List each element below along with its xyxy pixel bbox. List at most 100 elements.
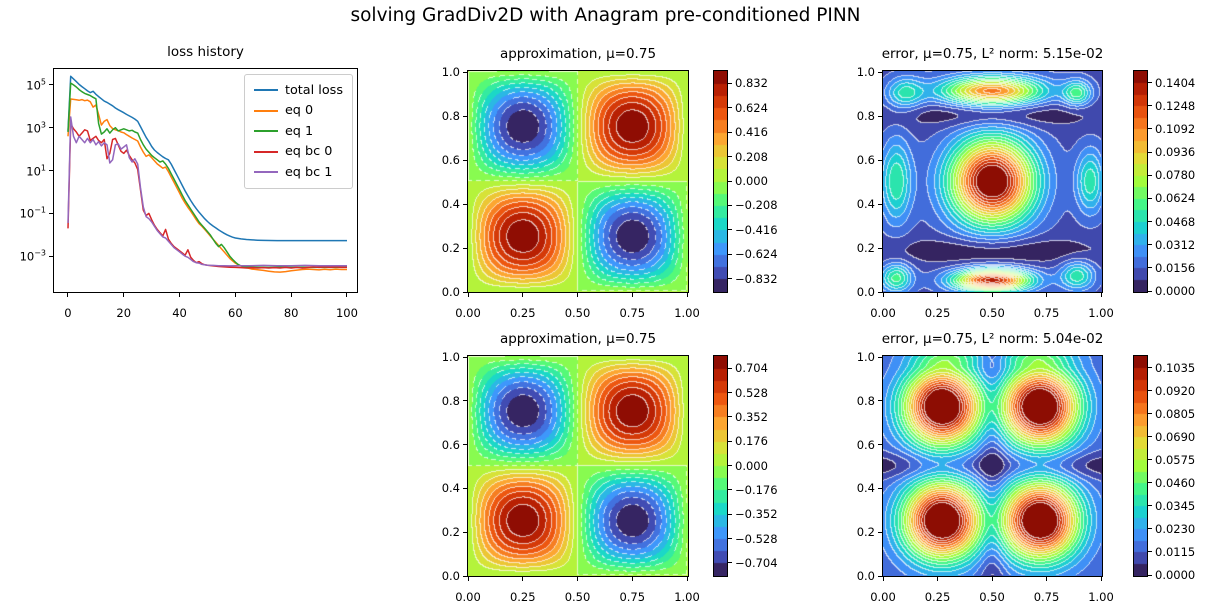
- loss-ytick: [49, 84, 53, 86]
- approximation-bottom-colorbar-tick-label: −0.352: [735, 507, 778, 522]
- error-top-xtick: [991, 293, 993, 297]
- error-top-axes: [882, 70, 1103, 293]
- approximation-bottom-xtick: [577, 577, 578, 581]
- approximation-top-colorbar-tick-label: −0.416: [735, 222, 778, 237]
- approximation-top-ytick: [463, 71, 467, 73]
- approximation-bottom-xtick-label: 0.00: [455, 590, 481, 604]
- approximation-top-colorbar-canvas: [714, 71, 727, 292]
- approximation-bottom-colorbar-tick: [728, 562, 732, 564]
- approximation-bottom-colorbar-tick: [728, 513, 732, 515]
- approximation-top-ytick-label: 0.8: [441, 109, 460, 123]
- approximation-bottom-colorbar-tick-label: 0.704: [735, 361, 768, 376]
- approximation-top-ytick: [463, 291, 467, 293]
- approximation-top-ytick: [463, 247, 467, 249]
- loss-xtick-label: 100: [335, 306, 358, 320]
- legend-item-eq-bc-1: eq bc 1: [253, 162, 343, 183]
- loss-xtick-label: 20: [116, 306, 132, 320]
- error-bottom-colorbar-tick-label: 0.0690: [1155, 429, 1196, 444]
- approximation-top-xtick: [467, 293, 469, 297]
- legend-line-swatch-eq-1: [253, 130, 278, 133]
- approximation-bottom-xtick-label: 0.75: [619, 590, 646, 604]
- approximation-top-colorbar-tick: [728, 156, 732, 158]
- error-top-ytick-label: 0.8: [856, 109, 875, 123]
- approximation-top-colorbar-tick: [728, 253, 732, 255]
- legend-item-eq-1: eq 1: [253, 121, 343, 142]
- error-bottom-ytick-label: 0.2: [856, 525, 875, 540]
- approximation-top-xtick: [522, 293, 524, 297]
- approximation-bottom-ytick: [463, 444, 467, 446]
- approximation-top-xtick-label: 0.00: [455, 306, 481, 320]
- error-bottom-colorbar-tick: [1148, 436, 1152, 438]
- approximation-top-ytick: [463, 159, 467, 161]
- approximation-top-xtick: [686, 293, 688, 297]
- error-top-colorbar-tick: [1148, 267, 1152, 269]
- approximation-bottom-xtick-label: 1.00: [674, 590, 700, 604]
- approximation-bottom-colorbar-tick-label: 0.352: [735, 409, 768, 424]
- error-top-colorbar-tick: [1148, 174, 1152, 176]
- loss-ytick-label: 10−3: [19, 248, 46, 264]
- approximation-top-xtick-label: 1.00: [674, 306, 700, 320]
- loss-ytick: [49, 212, 53, 214]
- approximation-top-contour-canvas: [468, 71, 688, 292]
- error-bottom-ytick-label: 0.4: [856, 481, 875, 496]
- approximation-top-colorbar-tick-label: −0.624: [735, 247, 778, 262]
- loss-series-eq-bc-1: [67, 116, 347, 267]
- loss-history-axes: total loss eq 0 eq 1 eq bc 0 eq bc 1: [53, 68, 358, 293]
- error-top-colorbar-tick-label: 0.1092: [1155, 121, 1196, 136]
- approximation-top-colorbar: [713, 70, 728, 293]
- approximation-top-colorbar-tick-label: −0.832: [735, 271, 778, 286]
- error-top-colorbar-tick-label: 0.0624: [1155, 191, 1196, 206]
- loss-xtick: [67, 293, 69, 297]
- error-bottom-axes: [882, 355, 1103, 577]
- error-bottom-ytick: [878, 400, 882, 402]
- error-top-colorbar-tick-label: 0.0780: [1155, 168, 1196, 183]
- approximation-bottom-colorbar-canvas: [714, 356, 727, 576]
- error-bottom-colorbar-tick-label: 0.0230: [1155, 521, 1196, 536]
- error-bottom-ytick: [878, 531, 882, 533]
- error-bottom-ytick: [878, 575, 882, 577]
- approximation-bottom-colorbar-tick: [728, 416, 732, 418]
- figure-title: solving GradDiv2D with Anagram pre-condi…: [350, 5, 861, 26]
- approximation-bottom-xtick: [686, 577, 688, 581]
- legend-line-swatch-total-loss: [253, 89, 278, 92]
- approximation-bottom-ytick: [463, 400, 467, 402]
- error-top-ytick: [878, 159, 882, 161]
- loss-history-title: loss history: [167, 44, 244, 60]
- approximation-bottom-xtick-label: 0.50: [564, 590, 591, 604]
- error-top-ytick-label: 0.6: [856, 153, 875, 167]
- approximation-top-ytick-label: 0.0: [441, 285, 460, 299]
- error-bottom-ytick-label: 0.6: [856, 437, 875, 452]
- error-bottom-colorbar-tick: [1148, 528, 1152, 530]
- error-bottom-colorbar-tick: [1148, 413, 1152, 415]
- error-top-colorbar-tick-label: 0.0156: [1155, 260, 1196, 275]
- loss-legend: total loss eq 0 eq 1 eq bc 0 eq bc 1: [243, 74, 353, 189]
- approximation-top-ytick: [463, 203, 467, 205]
- approximation-bottom-ytick-label: 0.8: [441, 393, 460, 408]
- legend-line-swatch-eq-bc-1: [253, 171, 278, 174]
- error-top-colorbar-tick: [1148, 82, 1152, 84]
- approximation-top-colorbar-tick-label: 0.416: [735, 125, 768, 140]
- error-bottom-ytick: [878, 487, 882, 489]
- error-bottom-colorbar-canvas: [1134, 356, 1147, 576]
- error-top-xtick-label: 0.75: [1033, 306, 1060, 320]
- approximation-top-colorbar-tick-label: 0.832: [735, 76, 768, 91]
- legend-label-eq-0: eq 0: [284, 103, 314, 119]
- error-bottom-xtick-label: 1.00: [1088, 590, 1114, 604]
- approximation-top-xtick-label: 0.50: [564, 306, 591, 320]
- error-top-colorbar-tick: [1148, 221, 1152, 223]
- approximation-top-colorbar-tick-label: 0.624: [735, 100, 768, 115]
- approximation-bottom-axes: [467, 355, 689, 577]
- error-top-ytick: [878, 203, 882, 205]
- approximation-top-colorbar-tick: [728, 131, 732, 133]
- approximation-bottom-title: approximation, μ=0.75: [499, 331, 657, 347]
- approximation-top-colorbar-tick: [728, 278, 732, 280]
- approximation-bottom-colorbar-tick: [728, 440, 732, 442]
- approximation-bottom-colorbar-tick: [728, 489, 732, 491]
- error-top-xtick: [882, 293, 884, 297]
- error-top-ytick-label: 0.0: [856, 285, 875, 299]
- error-bottom-xtick: [1046, 577, 1047, 581]
- legend-item-total-loss: total loss: [253, 80, 343, 101]
- loss-series-total-loss: [67, 75, 347, 242]
- approximation-top-ytick-label: 0.4: [441, 197, 460, 211]
